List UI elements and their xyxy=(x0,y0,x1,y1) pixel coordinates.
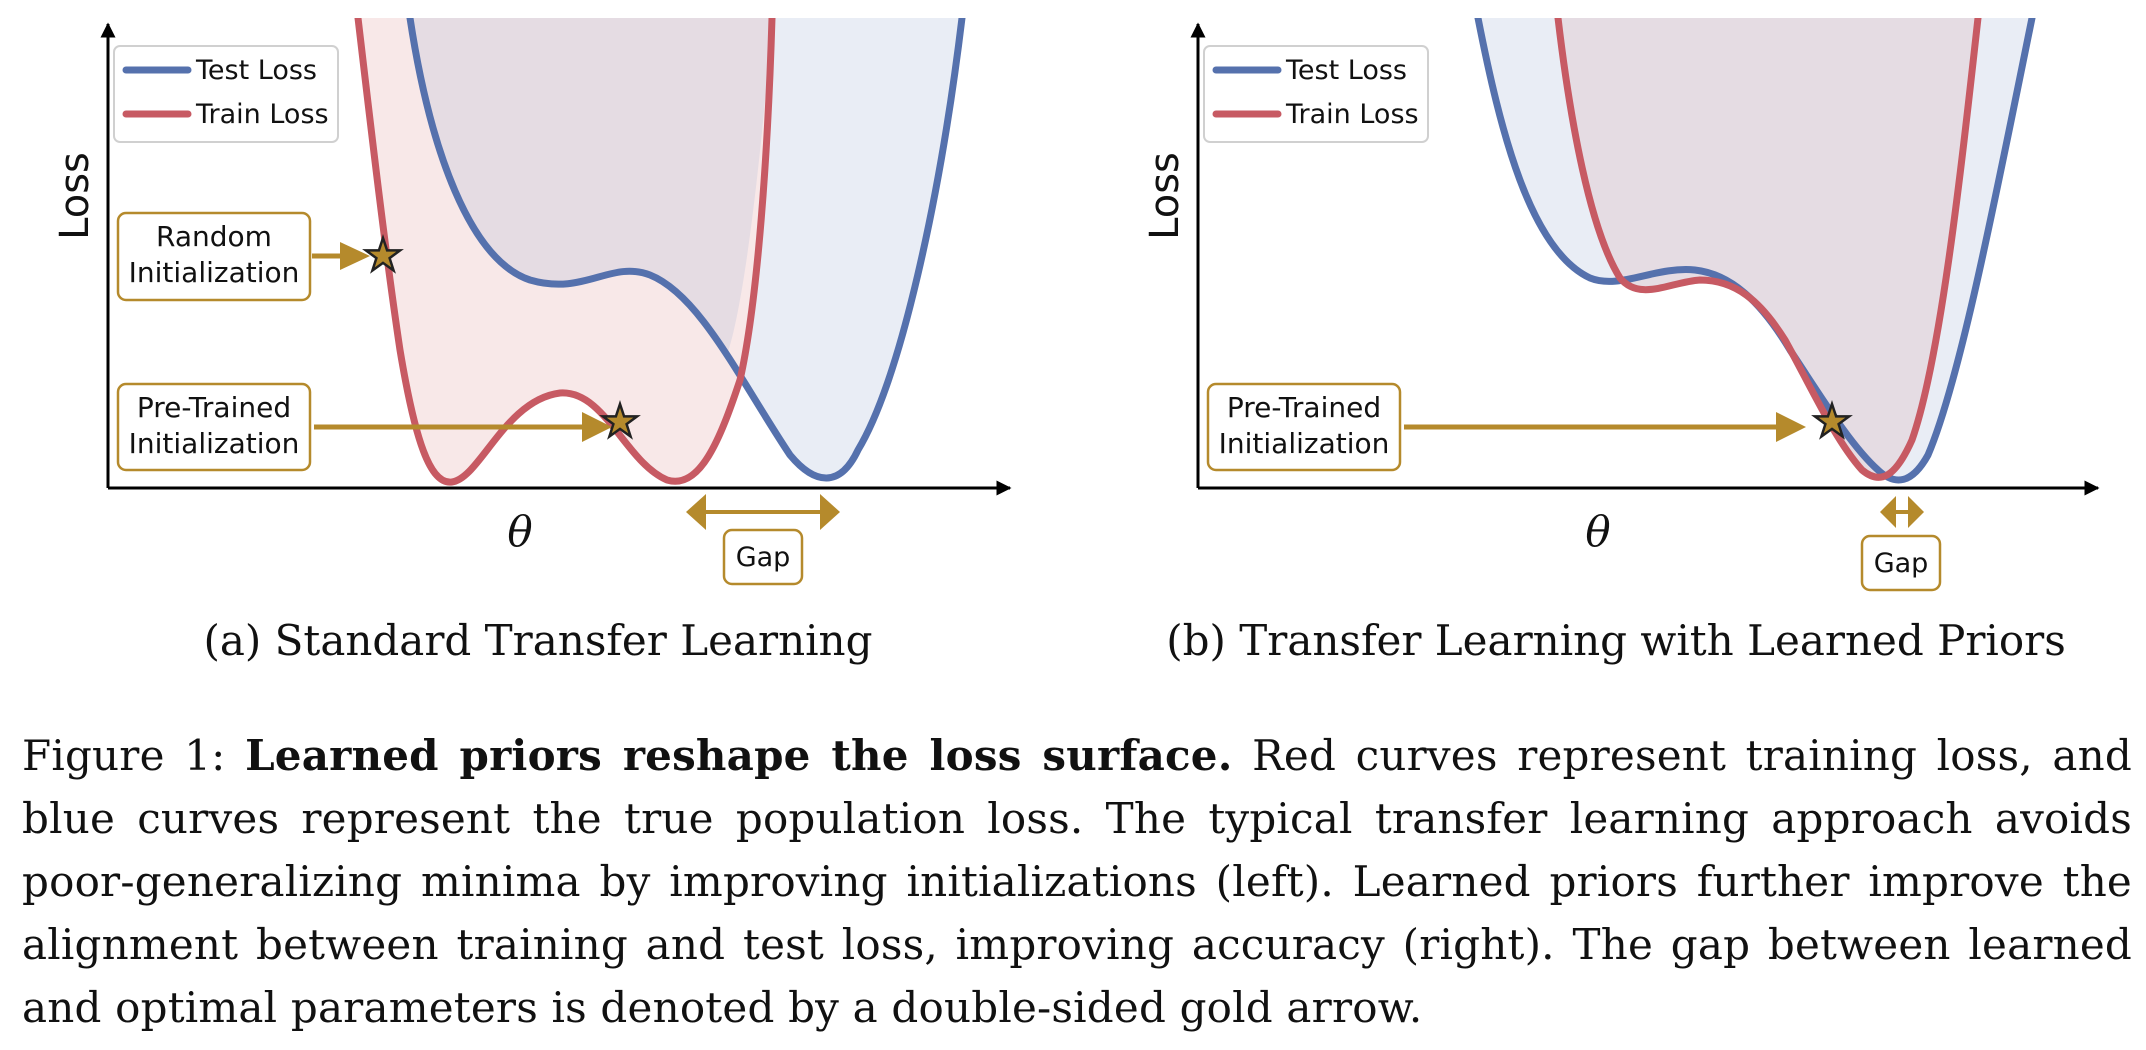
pretrained-init-line2: Initialization xyxy=(129,427,300,460)
random-init-line1: Random xyxy=(156,220,272,253)
caption-body: Red curves represent training loss, and … xyxy=(22,731,2132,1032)
panel-b: Loss θ Test Loss Train Loss Pre-Trained … xyxy=(1142,18,2100,665)
panel-a-train-curve xyxy=(354,18,776,486)
panel-b-subcaption: (b) Transfer Learning with Learned Prior… xyxy=(1166,616,2066,665)
panel-a-random-arrow-icon xyxy=(312,242,370,270)
panel-a-overlap-fill xyxy=(410,18,772,352)
panel-a-y-label: Loss xyxy=(52,152,98,240)
caption-bold: Learned priors reshape the loss surface. xyxy=(245,731,1233,780)
pretrained-init-line1: Pre-Trained xyxy=(1227,391,1381,424)
panel-a: Loss θ Test Loss Train Loss Random Initi… xyxy=(52,18,1012,665)
panel-a-pretrained-star-icon xyxy=(599,400,641,440)
panel-a-gap-label: Gap xyxy=(736,542,791,573)
panel-a-x-label: θ xyxy=(507,507,532,556)
panel-b-legend: Test Loss Train Loss xyxy=(1203,45,1429,143)
panel-a-gap-double-arrow-icon xyxy=(686,494,840,530)
panel-a-pretrained-arrow-icon xyxy=(314,412,612,442)
panel-a-subcaption: (a) Standard Transfer Learning xyxy=(204,616,873,665)
panel-a-pretrained-init-box: Pre-Trained Initialization xyxy=(116,382,312,472)
panel-b-fills xyxy=(1478,18,2032,480)
panel-a-random-init-box: Random Initialization xyxy=(116,211,312,302)
random-init-line2: Initialization xyxy=(129,256,300,289)
pretrained-init-line2: Initialization xyxy=(1219,427,1390,460)
panel-b-gap-double-arrow-icon xyxy=(1880,496,1924,528)
panel-b-overlap-fill xyxy=(1558,18,1978,478)
panel-b-pretrained-arrow-icon xyxy=(1404,412,1806,442)
caption-prefix: Figure 1: xyxy=(22,731,226,780)
panel-b-pretrained-init-box: Pre-Trained Initialization xyxy=(1206,382,1402,472)
panel-b-y-label: Loss xyxy=(1142,152,1188,240)
panel-a-random-star-icon xyxy=(362,234,404,274)
pretrained-init-line1: Pre-Trained xyxy=(137,391,291,424)
legend-train-label: Train Loss xyxy=(1285,99,1419,130)
panel-a-test-curve xyxy=(406,18,966,482)
legend-test-label: Test Loss xyxy=(195,55,317,86)
figure-caption: Figure 1: Learned priors reshape the los… xyxy=(22,724,2132,1039)
panel-a-gap-label-box: Gap xyxy=(722,528,804,586)
legend-train-label: Train Loss xyxy=(195,99,329,130)
panel-a-legend: Test Loss Train Loss xyxy=(113,45,339,143)
legend-test-label: Test Loss xyxy=(1285,55,1407,86)
figure-graphic: Loss θ Test Loss Train Loss Random Initi… xyxy=(52,18,2100,665)
panel-a-fills xyxy=(358,18,962,483)
panel-b-train-curve xyxy=(1554,18,1982,481)
panel-b-gap-label: Gap xyxy=(1874,548,1929,579)
panel-b-pretrained-star-icon xyxy=(1811,400,1853,440)
panel-b-x-label: θ xyxy=(1585,507,1610,556)
panel-b-gap-label-box: Gap xyxy=(1860,534,1942,592)
